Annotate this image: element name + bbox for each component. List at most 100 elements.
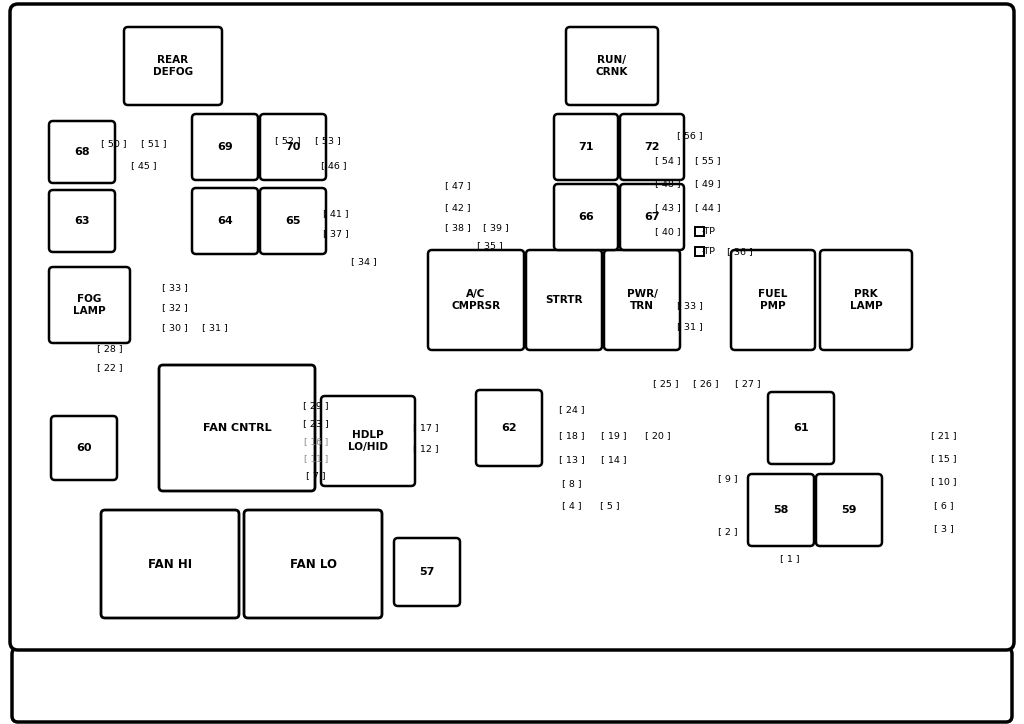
Text: [ 21 ]: [ 21 ] [931,432,956,440]
FancyBboxPatch shape [49,121,115,183]
FancyBboxPatch shape [526,250,602,350]
FancyBboxPatch shape [260,188,326,254]
Text: 59: 59 [842,505,857,515]
Text: PWR/
TRN: PWR/ TRN [627,289,657,311]
Text: [ 32 ]: [ 32 ] [162,303,187,313]
Text: 67: 67 [644,212,659,222]
FancyBboxPatch shape [620,184,684,250]
Text: [ 5 ]: [ 5 ] [600,502,620,510]
Bar [695,247,705,256]
Text: [ 31 ]: [ 31 ] [677,322,702,332]
Text: [ 33 ]: [ 33 ] [677,301,702,311]
Text: [ 29 ]: [ 29 ] [303,402,329,411]
Text: [ 15 ]: [ 15 ] [931,455,956,463]
Text: RUN/
CRNK: RUN/ CRNK [596,55,628,77]
Text: 68: 68 [74,147,90,157]
Text: -TP: -TP [701,227,716,236]
Text: [ 34 ]: [ 34 ] [351,258,377,266]
FancyBboxPatch shape [124,27,222,105]
Text: [ 27 ]: [ 27 ] [735,379,761,389]
FancyBboxPatch shape [394,538,460,606]
Text: [ 45 ]: [ 45 ] [131,161,157,170]
Text: A/C
CMPRSR: A/C CMPRSR [452,289,501,311]
Text: [ 22 ]: [ 22 ] [97,363,123,373]
FancyBboxPatch shape [49,190,115,252]
Text: [ 41 ]: [ 41 ] [324,209,349,219]
FancyBboxPatch shape [566,27,658,105]
Text: PRK
LAMP: PRK LAMP [850,289,883,311]
Text: [ 1 ]: [ 1 ] [780,555,800,563]
Text: HDLP
LO/HID: HDLP LO/HID [348,430,388,452]
FancyBboxPatch shape [731,250,815,350]
Text: [ 9 ]: [ 9 ] [718,474,738,484]
Text: [ 53 ]: [ 53 ] [315,137,341,146]
FancyBboxPatch shape [476,390,542,466]
Text: 58: 58 [773,505,788,515]
FancyBboxPatch shape [748,474,814,546]
FancyBboxPatch shape [554,114,618,180]
Text: [ 8 ]: [ 8 ] [562,479,582,489]
Text: 64: 64 [217,216,232,226]
Text: 71: 71 [579,142,594,152]
Text: [ 50 ]: [ 50 ] [101,140,127,148]
Text: [ 52 ]: [ 52 ] [275,137,301,146]
Text: [ 12 ]: [ 12 ] [414,445,439,453]
FancyBboxPatch shape [554,184,618,250]
Text: 63: 63 [75,216,90,226]
Text: [ 3 ]: [ 3 ] [934,524,954,534]
Text: -TP: -TP [701,247,716,256]
FancyBboxPatch shape [768,392,834,464]
Text: [ 14 ]: [ 14 ] [601,455,627,465]
FancyBboxPatch shape [604,250,680,350]
Text: [ 7 ]: [ 7 ] [306,471,326,481]
Text: 60: 60 [76,443,92,453]
Text: [ 28 ]: [ 28 ] [97,345,123,353]
Text: [ 11 ]: [ 11 ] [304,455,328,463]
FancyBboxPatch shape [12,648,1012,722]
Text: [ 46 ]: [ 46 ] [322,161,347,170]
FancyBboxPatch shape [428,250,524,350]
Text: [ 44 ]: [ 44 ] [695,203,721,213]
FancyBboxPatch shape [193,114,258,180]
Text: [ 38 ]: [ 38 ] [445,224,471,232]
Text: [ 33 ]: [ 33 ] [162,284,188,292]
Text: [ 42 ]: [ 42 ] [445,203,471,213]
Text: [ 39 ]: [ 39 ] [483,224,509,232]
FancyBboxPatch shape [193,188,258,254]
Text: [ 51 ]: [ 51 ] [141,140,167,148]
FancyBboxPatch shape [244,510,382,618]
Text: [ 20 ]: [ 20 ] [645,432,671,440]
Text: [ 19 ]: [ 19 ] [601,432,627,440]
Text: 57: 57 [419,567,434,577]
Text: [ 4 ]: [ 4 ] [562,502,582,510]
Text: FAN LO: FAN LO [290,557,337,571]
FancyBboxPatch shape [101,510,239,618]
Text: [ 13 ]: [ 13 ] [559,455,585,465]
Text: FAN HI: FAN HI [147,557,193,571]
Text: [ 2 ]: [ 2 ] [718,528,738,536]
Text: 65: 65 [286,216,301,226]
Text: 70: 70 [286,142,301,152]
Text: [ 17 ]: [ 17 ] [414,424,439,432]
FancyBboxPatch shape [620,114,684,180]
Text: [ 36 ]: [ 36 ] [727,247,753,256]
Text: FAN CNTRL: FAN CNTRL [203,423,271,433]
Text: [ 25 ]: [ 25 ] [653,379,679,389]
Text: 69: 69 [217,142,232,152]
Text: [ 35 ]: [ 35 ] [477,242,503,251]
Text: 66: 66 [579,212,594,222]
Text: [ 24 ]: [ 24 ] [559,405,585,415]
FancyBboxPatch shape [51,416,117,480]
Text: [ 40 ]: [ 40 ] [655,227,681,237]
Text: [ 30 ]: [ 30 ] [162,324,187,332]
Bar [695,227,705,236]
Text: [ 54 ]: [ 54 ] [655,156,681,166]
FancyBboxPatch shape [321,396,415,486]
Text: [ 16 ]: [ 16 ] [304,437,328,447]
Text: 61: 61 [794,423,809,433]
Text: FUEL
PMP: FUEL PMP [759,289,787,311]
Text: [ 47 ]: [ 47 ] [445,182,471,190]
FancyBboxPatch shape [49,267,130,343]
FancyBboxPatch shape [820,250,912,350]
Text: [ 49 ]: [ 49 ] [695,180,721,188]
